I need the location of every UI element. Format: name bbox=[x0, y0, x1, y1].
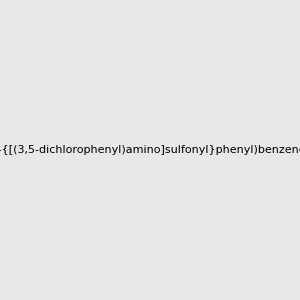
Text: 4-chloro-N-(4-{[(3,5-dichlorophenyl)amino]sulfonyl}phenyl)benzenesulfonamide: 4-chloro-N-(4-{[(3,5-dichlorophenyl)amin… bbox=[0, 145, 300, 155]
